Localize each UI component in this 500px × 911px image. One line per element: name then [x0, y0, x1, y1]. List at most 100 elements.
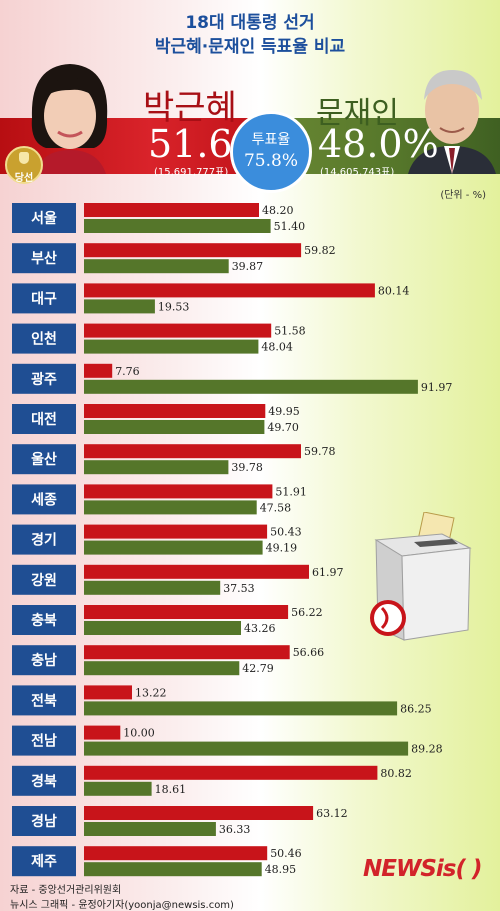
region-label: 충남: [31, 652, 57, 669]
park-value-label: 56.22: [291, 606, 323, 619]
moon-bar: [84, 741, 409, 756]
park-bar: [84, 444, 301, 459]
region-box: [12, 605, 76, 635]
park-value-label: 51.91: [275, 485, 307, 498]
moon-value-label: 48.04: [261, 341, 293, 354]
moon-value-label: 18.61: [155, 783, 187, 796]
moon-value-label: 48.95: [265, 863, 297, 876]
region-label: 충북: [31, 613, 57, 629]
park-bar: [84, 323, 272, 338]
region-box: [12, 846, 76, 877]
park-name: 박근혜: [143, 88, 237, 128]
park-value-label: 50.46: [270, 847, 302, 860]
moon-value-label: 51.40: [274, 220, 306, 233]
credit-text: 뉴시스 그래픽 - 윤정아기자(yoonja@newsis.com): [10, 900, 234, 911]
region-box: [12, 564, 76, 595]
moon-value-label: 43.26: [244, 622, 276, 635]
region-label: 인천: [31, 331, 57, 348]
moon-value-label: 91.97: [421, 381, 453, 394]
region-label: 강원: [31, 572, 57, 589]
moon-bar: [84, 420, 265, 434]
winner-badge-label: 당선: [14, 173, 34, 184]
park-portrait: [22, 58, 117, 174]
moon-bar: [84, 621, 241, 635]
park-bar: [84, 846, 268, 861]
moon-value-label: 42.79: [242, 662, 273, 675]
region-label: 세종: [31, 492, 57, 508]
region-label: 대구: [31, 291, 57, 307]
park-value-label: 10.00: [123, 727, 155, 740]
region-box: [12, 404, 76, 434]
park-bar: [84, 725, 121, 740]
moon-value-label: 86.25: [400, 702, 432, 715]
park-votes: (15,691,777표): [154, 167, 229, 178]
turnout-label: 투표율: [251, 132, 291, 148]
park-value-label: 48.20: [262, 204, 294, 217]
region-label: 경북: [31, 773, 57, 790]
logo-paren: ( ): [455, 856, 482, 882]
unit-label: (단위 - %): [440, 190, 486, 201]
moon-bar: [84, 219, 271, 233]
moon-votes: (14,605,743표): [320, 167, 395, 178]
region-box: [12, 765, 76, 796]
region-box: [12, 524, 76, 555]
region-label: 경기: [31, 532, 57, 549]
park-value-label: 59.82: [304, 244, 336, 257]
region-label: 전북: [31, 692, 57, 709]
moon-bar: [84, 339, 259, 354]
title-line1: 18대 대통령 선거: [185, 13, 315, 33]
moon-bar: [84, 540, 263, 555]
moon-value-label: 47.58: [260, 501, 292, 514]
moon-value-label: 39.78: [231, 461, 263, 474]
region-label: 전남: [31, 733, 57, 750]
park-value-label: 13.22: [135, 686, 167, 699]
moon-bar: [84, 822, 216, 836]
region-box: [12, 323, 76, 354]
park-value-label: 59.78: [304, 445, 336, 458]
region-label: 광주: [31, 371, 57, 388]
park-bar: [84, 806, 314, 820]
region-label: 울산: [31, 451, 57, 468]
park-value-label: 61.97: [312, 566, 344, 579]
moon-value-label: 89.28: [411, 743, 443, 756]
moon-percent: 48.0%: [318, 122, 439, 166]
park-bar: [84, 524, 268, 539]
moon-bar: [84, 781, 152, 796]
park-value-label: 80.14: [378, 284, 410, 297]
region-box: [12, 363, 76, 394]
park-value-label: 51.58: [274, 325, 306, 338]
moon-bar: [84, 701, 398, 716]
moon-value-label: 37.53: [223, 582, 255, 595]
moon-name: 문재인: [316, 96, 399, 131]
park-bar: [84, 685, 132, 700]
region-box: [12, 444, 76, 475]
moon-value-label: 19.53: [158, 300, 190, 313]
moon-bar: [84, 460, 229, 475]
park-value-label: 80.82: [380, 767, 412, 780]
park-value-label: 63.12: [316, 807, 348, 820]
region-box: [12, 283, 76, 314]
park-bar: [84, 765, 378, 780]
newsis-logo: NEWSis( ): [363, 856, 483, 882]
region-label: 제주: [31, 854, 57, 870]
region-label: 대전: [31, 411, 57, 428]
park-bar: [84, 243, 302, 258]
moon-bar: [84, 500, 257, 515]
park-value-label: 49.95: [268, 405, 300, 418]
park-bar: [84, 404, 266, 418]
logo-is: is: [435, 856, 457, 882]
park-bar: [84, 203, 259, 217]
moon-value-label: 39.87: [232, 260, 264, 273]
region-box: [12, 203, 76, 233]
moon-value-label: 49.19: [266, 542, 298, 555]
park-bar: [84, 283, 375, 298]
moon-value-label: 36.33: [219, 823, 251, 836]
moon-bar: [84, 580, 221, 595]
park-bar: [84, 605, 289, 619]
turnout-value: 75.8%: [243, 151, 298, 171]
park-value-label: 56.66: [293, 646, 325, 659]
moon-value-label: 49.70: [267, 421, 299, 434]
moon-bar: [84, 259, 229, 274]
turnout-circle: 투표율 75.8%: [230, 111, 312, 193]
